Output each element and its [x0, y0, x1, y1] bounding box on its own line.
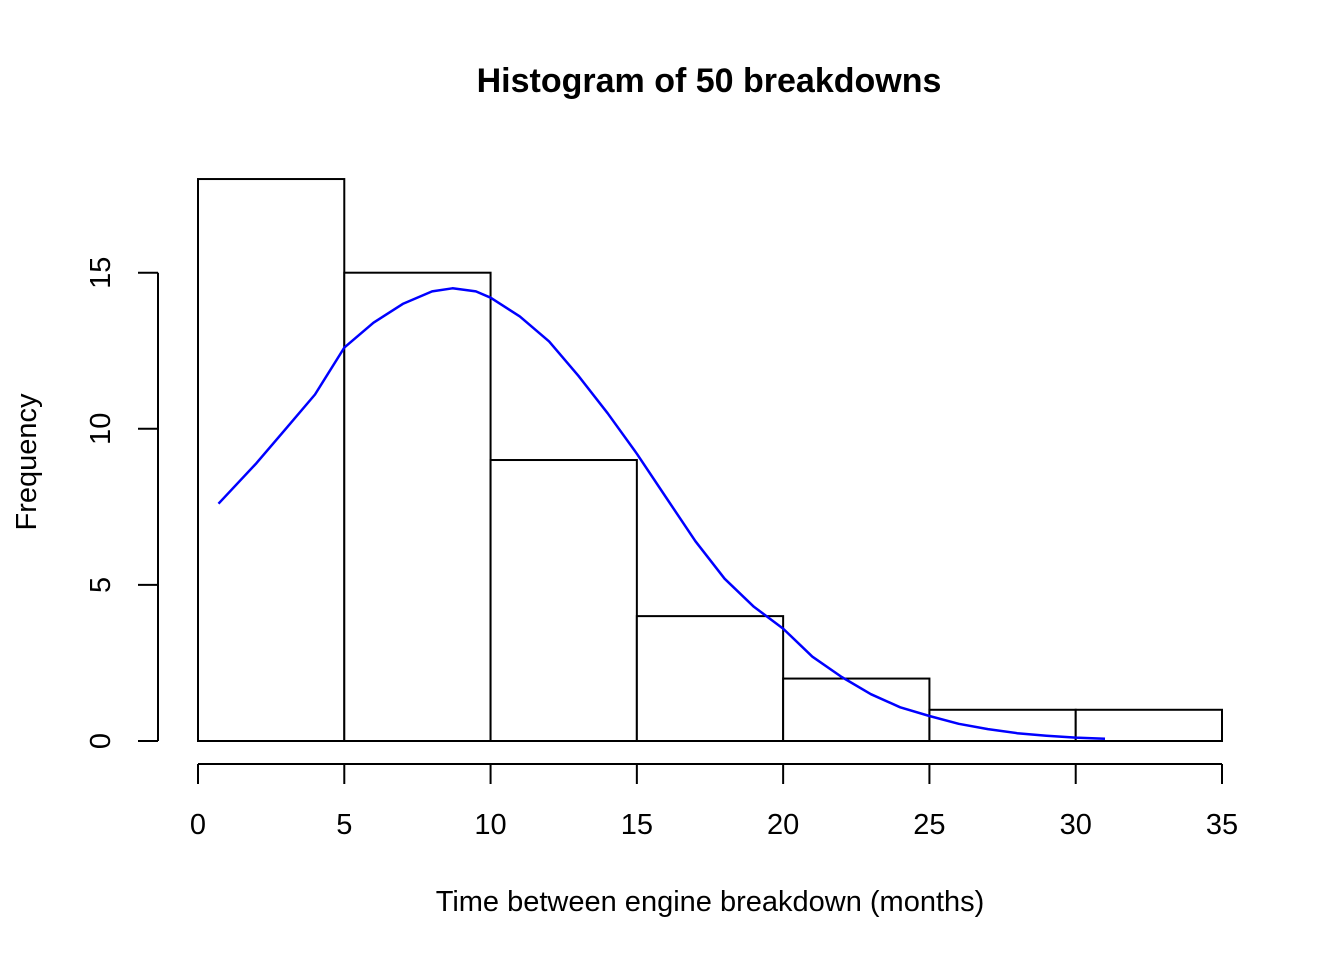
y-tick-label: 5 — [85, 577, 117, 593]
x-tick-label: 10 — [474, 809, 506, 841]
histogram-bar — [343, 271, 492, 742]
x-tick-label: 0 — [190, 809, 206, 841]
histogram-bar — [928, 708, 1077, 743]
y-tick-label: 10 — [85, 413, 117, 445]
histogram-bar — [1074, 708, 1223, 743]
x-tick-label: 35 — [1206, 809, 1238, 841]
density-curve — [217, 287, 1106, 741]
density-curve-layer — [217, 287, 1106, 741]
x-tick-label: 5 — [336, 809, 352, 841]
x-tick-label: 25 — [913, 809, 945, 841]
x-axis-label: Time between engine breakdown (months) — [436, 886, 985, 918]
x-tick-label: 15 — [621, 809, 653, 841]
chart-title: Histogram of 50 breakdowns — [477, 62, 942, 100]
histogram-bar — [489, 459, 638, 742]
y-axis-label: Frequency — [11, 393, 43, 531]
x-tick-label: 20 — [767, 809, 799, 841]
y-tick-label: 0 — [85, 733, 117, 749]
histogram-bar — [197, 178, 346, 743]
histogram-bars — [197, 178, 1223, 743]
histogram-bar — [635, 615, 785, 742]
y-tick-label: 15 — [85, 257, 117, 289]
x-axis: 0 5 10 15 20 25 30 35 — [190, 763, 1238, 841]
y-axis: 0 5 10 15 — [85, 257, 159, 749]
x-tick-label: 30 — [1060, 809, 1092, 841]
